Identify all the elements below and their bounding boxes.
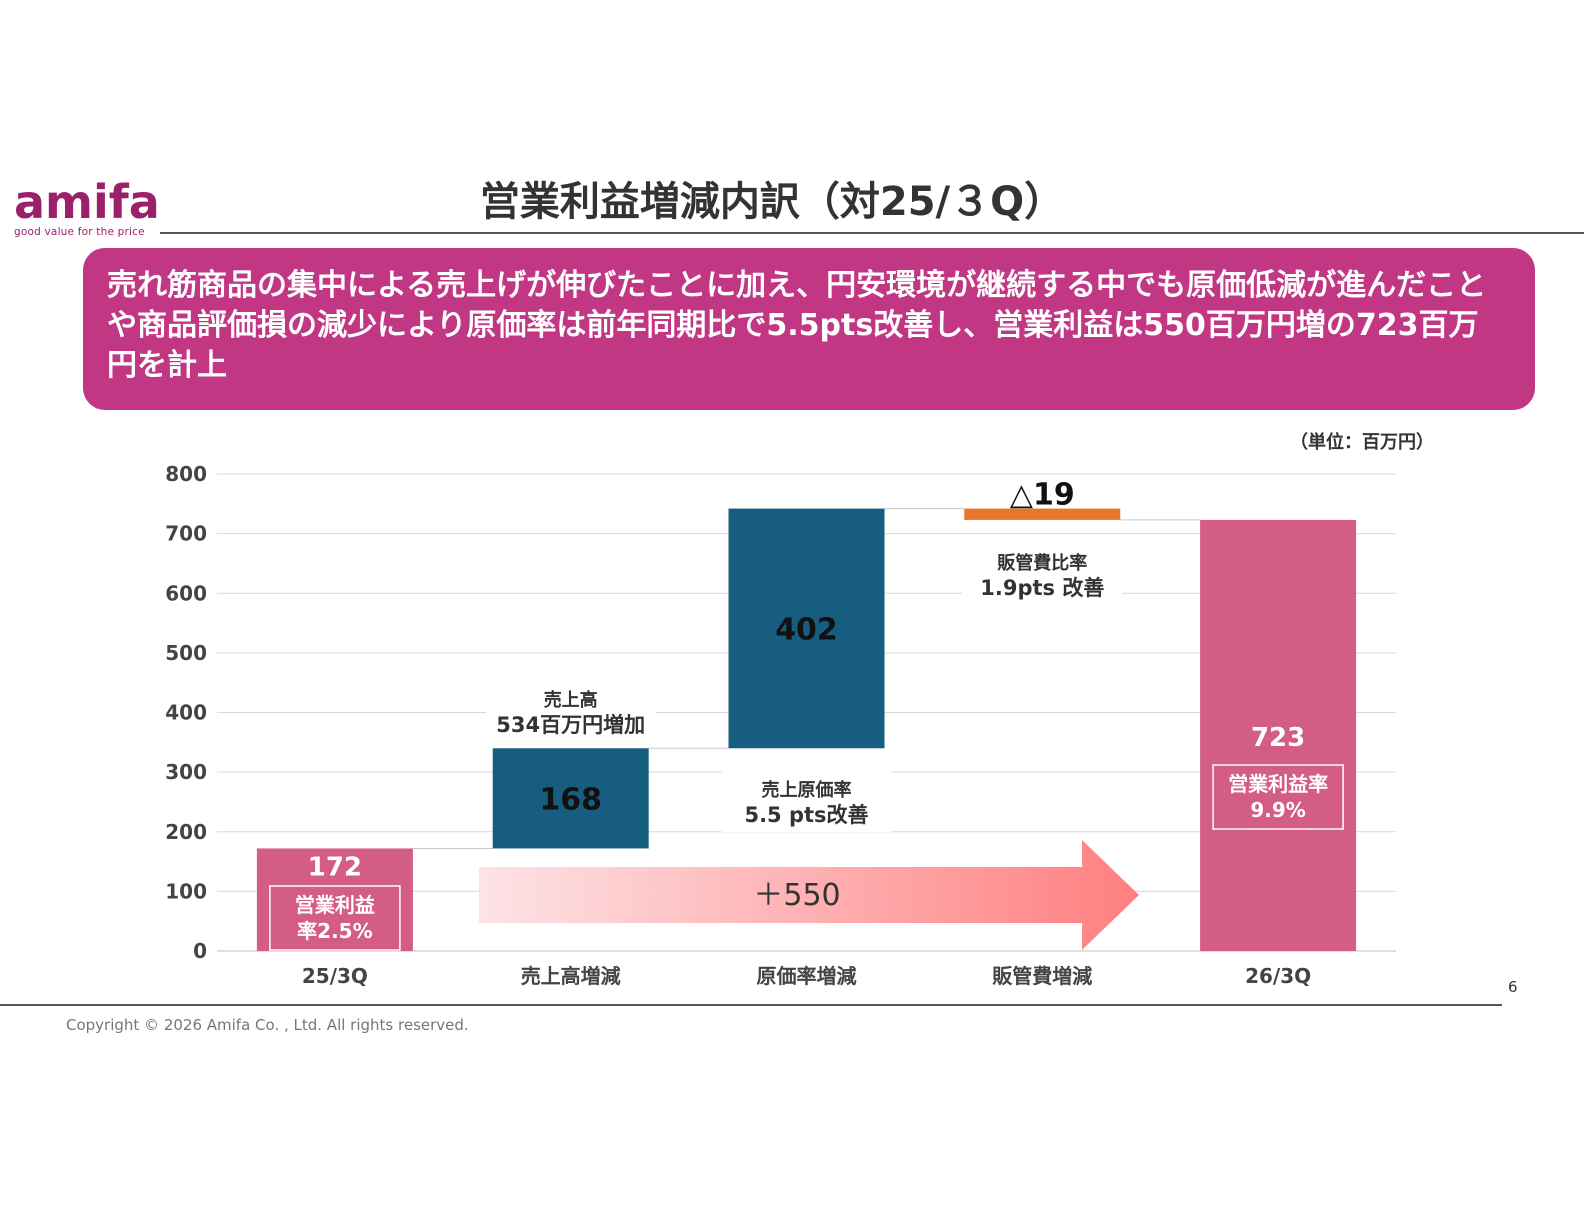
x-tick-label: 原価率増減: [757, 964, 857, 988]
start-ratio-line1: 営業利益: [295, 893, 375, 917]
end-ratio-line1: 営業利益率: [1228, 772, 1328, 796]
y-tick-label: 500: [165, 641, 207, 665]
title-divider: [160, 232, 1584, 234]
end-ratio-line2: 9.9%: [1250, 798, 1305, 822]
y-tick-label: 700: [165, 522, 207, 546]
y-tick-label: 400: [165, 701, 207, 725]
page-title: 営業利益増減内訳（対25/３Q）: [479, 179, 1065, 225]
start-ratio-line2: 率2.5%: [297, 919, 372, 943]
start-ratio-box: [269, 885, 401, 951]
summary-banner: 売れ筋商品の集中による売上げが伸びたことに加え、円安環境が継続する中でも原価低減…: [83, 248, 1535, 410]
connector-lines: [412, 508, 1201, 849]
sga-note-line2: 1.9pts 改善: [980, 576, 1104, 600]
sga-note-line1: 販管費比率: [997, 552, 1087, 574]
summary-text: 売れ筋商品の集中による売上げが伸びたことに加え、円安環境が継続する中でも原価低減…: [107, 268, 1487, 383]
logo-tagline: good value for the price: [14, 226, 145, 238]
x-tick-label: 売上高増減: [521, 964, 621, 988]
x-tick-label: 販管費増減: [992, 964, 1092, 988]
bar-26/3Q: [1200, 519, 1357, 951]
sales-note-line1: 売上高: [544, 689, 598, 711]
growth-arrow: ＋550: [479, 840, 1139, 950]
logo-wordmark: amifa: [14, 175, 160, 229]
end-ratio-box: [1212, 764, 1344, 830]
unit-label: （単位：百万円）: [1290, 432, 1434, 453]
y-tick-label: 100: [165, 879, 207, 903]
bar-販管費増減: [964, 508, 1121, 520]
bars: [256, 508, 1357, 951]
value-label-cost: 402: [775, 612, 838, 647]
page-number: 6: [1508, 978, 1518, 996]
x-axis: 25/3Q 売上高増減 原価率増減 販管費増減 26/3Q: [302, 964, 1311, 988]
x-tick-label: 26/3Q: [1245, 964, 1311, 988]
arrow-label: ＋550: [753, 878, 840, 913]
amifa-logo: amifa good value for the price: [14, 176, 164, 238]
bar-原価率増減: [728, 508, 885, 749]
sales-note-bg: [485, 680, 656, 742]
y-tick-label: 200: [165, 820, 207, 844]
bar-売上高増減: [492, 748, 649, 849]
cost-note-bg: [721, 770, 892, 832]
footer-divider: [0, 1004, 1502, 1006]
value-label-sga: △19: [1010, 478, 1075, 513]
value-label-26-3q: 723: [1251, 723, 1305, 753]
waterfall-chart: 0 100 200 300 400 500 600 700 800 ＋550 172 168 402…: [165, 462, 1396, 988]
y-tick-label: 300: [165, 760, 207, 784]
y-tick-label: 600: [165, 581, 207, 605]
value-label-sales: 168: [539, 782, 602, 817]
growth-arrow-shape: [479, 840, 1139, 950]
x-tick-label: 25/3Q: [302, 964, 368, 988]
y-tick-label: 0: [193, 939, 207, 963]
y-axis: 0 100 200 300 400 500 600 700 800: [165, 462, 207, 963]
cost-note-line1: 売上原価率: [762, 779, 852, 801]
sga-note-bg: [962, 543, 1123, 605]
copyright-text: Copyright © 2026 Amifa Co. , Ltd. All ri…: [66, 1016, 469, 1034]
value-label-25-3q: 172: [308, 852, 362, 882]
bar-25/3Q: [256, 848, 413, 951]
y-tick-label: 800: [165, 462, 207, 486]
sales-note-line2: 534百万円増加: [496, 713, 645, 737]
cost-note-line2: 5.5 pts改善: [744, 803, 868, 827]
